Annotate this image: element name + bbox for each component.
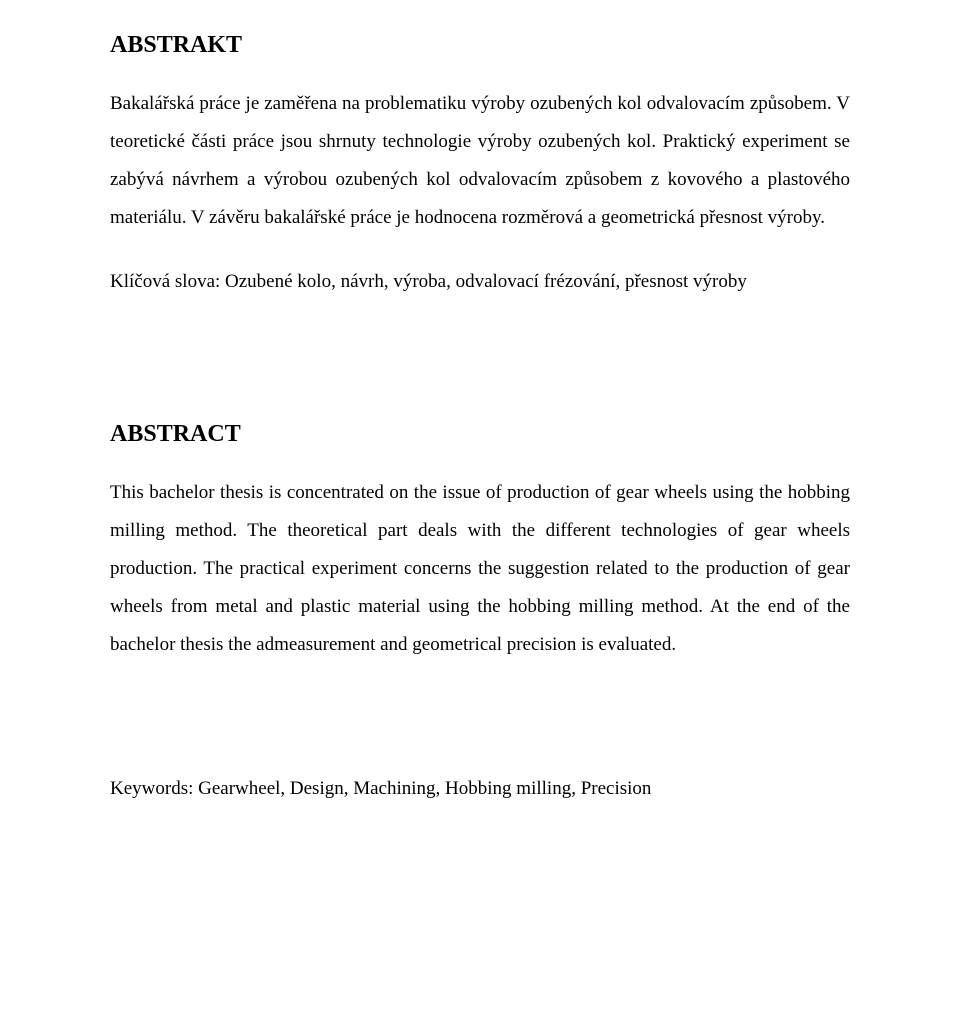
section-gap	[110, 301, 850, 421]
document-page: ABSTRAKT Bakalářská práce je zaměřena na…	[0, 0, 960, 1027]
abstrakt-keywords: Klíčová slova: Ozubené kolo, návrh, výro…	[110, 263, 850, 301]
abstract-heading: ABSTRACT	[110, 421, 850, 448]
abstrakt-heading: ABSTRAKT	[110, 32, 850, 59]
keywords-gap	[110, 690, 850, 770]
abstract-body: This bachelor thesis is concentrated on …	[110, 474, 850, 664]
abstract-keywords: Keywords: Gearwheel, Design, Machining, …	[110, 770, 850, 808]
abstrakt-body: Bakalářská práce je zaměřena na problema…	[110, 85, 850, 237]
